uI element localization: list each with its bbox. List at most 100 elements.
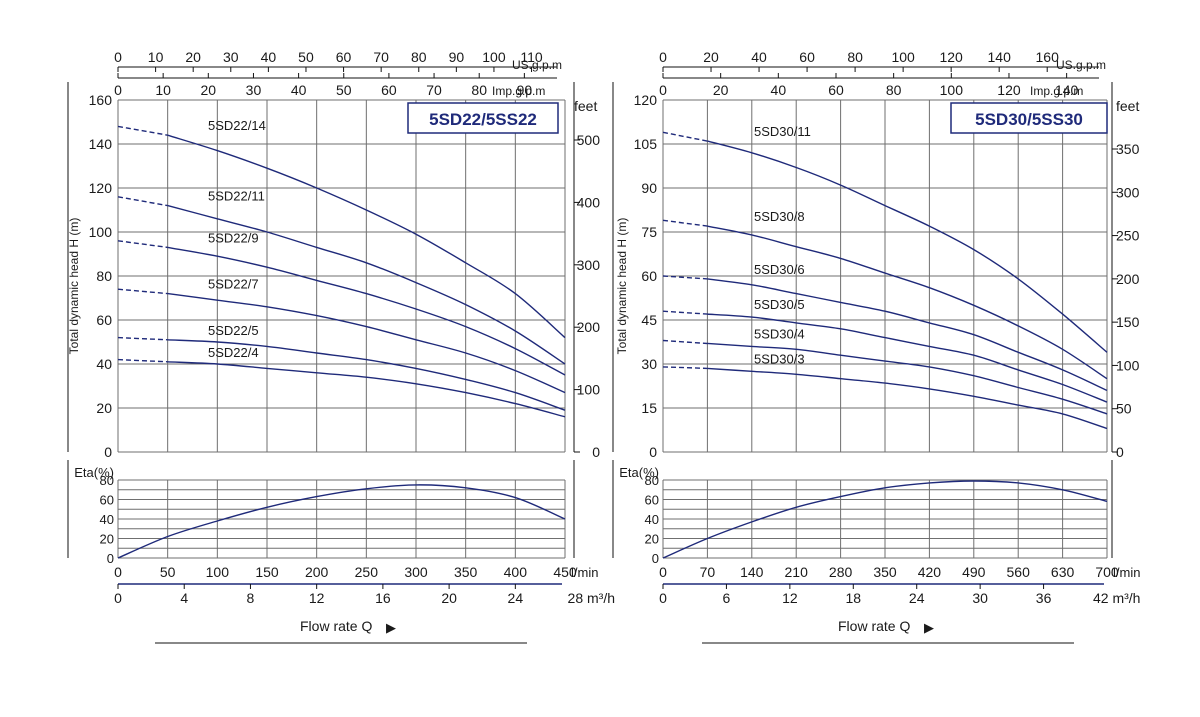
head-curve-dashed (662, 131, 708, 142)
head-curve (167, 134, 566, 339)
usgpm-unit-label: US.g.p.m (1056, 58, 1106, 72)
feet-tick-label: 100 (577, 382, 601, 398)
lmin-tick-label: 400 (504, 564, 528, 580)
lmin-tick-label: 700 (1095, 564, 1119, 580)
eta-tick-label: 80 (645, 473, 659, 488)
head-curve-dashed (117, 196, 168, 207)
usgpm-tick-label: 90 (449, 49, 465, 65)
impgpm-tick-label: 140 (1055, 82, 1079, 98)
series-label: 5SD30/4 (754, 326, 805, 341)
lmin-tick-label: 200 (305, 564, 329, 580)
impgpm-tick-label: 0 (114, 82, 122, 98)
y-tick-label: 80 (96, 268, 112, 284)
impgpm-tick-label: 30 (246, 82, 262, 98)
y-tick-label: 0 (104, 444, 112, 460)
feet-tick-label: 500 (577, 132, 601, 148)
usgpm-tick-label: 0 (114, 49, 122, 65)
usgpm-tick-label: 80 (411, 49, 427, 65)
lmin-tick-label: 70 (700, 564, 716, 580)
feet-tick-label: 100 (1116, 357, 1140, 373)
lmin-tick-label: 0 (114, 564, 122, 580)
head-curve-dashed (662, 310, 708, 315)
y-tick-label: 160 (89, 92, 113, 108)
head-curve (707, 367, 1108, 430)
lmin-tick-label: 490 (962, 564, 986, 580)
impgpm-tick-label: 40 (771, 82, 787, 98)
feet-tick-label: 300 (1116, 184, 1140, 200)
series-label: 5SD30/5 (754, 297, 805, 312)
lmin-tick-label: 210 (785, 564, 809, 580)
series-label: 5SD30/8 (754, 209, 805, 224)
model-title-box (950, 102, 1108, 134)
lmin-tick-label: 0 (659, 564, 667, 580)
usgpm-tick-label: 40 (261, 49, 277, 65)
impgpm-tick-label: 40 (291, 82, 307, 98)
impgpm-tick-label: 80 (471, 82, 487, 98)
y-tick-label: 75 (641, 224, 657, 240)
m3h-tick-label: 12 (309, 590, 325, 606)
usgpm-unit-label: US.g.p.m (512, 58, 562, 72)
usgpm-tick-label: 10 (148, 49, 164, 65)
impgpm-tick-label: 20 (713, 82, 729, 98)
eta-tick-label: 60 (645, 493, 659, 508)
y-tick-label: 120 (89, 180, 113, 196)
flow-rate-label: Flow rate Q (838, 618, 910, 634)
impgpm-unit-label: Imp.g.p.m (492, 84, 545, 98)
impgpm-tick-label: 70 (426, 82, 442, 98)
eta-axis-label: Eta(%) (74, 465, 114, 480)
y-tick-label: 100 (89, 224, 113, 240)
usgpm-tick-label: 160 (1036, 49, 1060, 65)
feet-tick-label: 50 (1116, 401, 1132, 417)
lmin-tick-label: 630 (1051, 564, 1075, 580)
series-label: 5SD22/11 (208, 189, 265, 204)
lmin-tick-label: 420 (918, 564, 942, 580)
feet-tick-label: 200 (1116, 271, 1140, 287)
flow-rate-label: Flow rate Q (300, 618, 372, 634)
m3h-tick-label: 8 (247, 590, 255, 606)
head-curve-dashed (117, 125, 168, 136)
y-tick-label: 30 (641, 356, 657, 372)
impgpm-tick-label: 100 (940, 82, 964, 98)
impgpm-tick-label: 50 (336, 82, 352, 98)
feet-tick-label: 400 (577, 194, 601, 210)
m3h-tick-label: 24 (508, 590, 524, 606)
m3h-unit-label: 28 m³/h (568, 590, 615, 606)
lmin-tick-label: 150 (255, 564, 279, 580)
series-label: 5SD22/4 (208, 345, 259, 360)
head-curve (707, 342, 1108, 415)
m3h-tick-label: 0 (114, 590, 122, 606)
series-label: 5SD22/14 (208, 118, 266, 133)
head-curve-dashed (117, 358, 168, 363)
usgpm-tick-label: 50 (298, 49, 314, 65)
usgpm-tick-label: 40 (751, 49, 767, 65)
impgpm-tick-label: 80 (886, 82, 902, 98)
usgpm-tick-label: 110 (520, 49, 543, 65)
y-tick-label: 90 (641, 180, 657, 196)
eta-axis-label: Eta(%) (619, 465, 659, 480)
head-curve-dashed (117, 288, 168, 295)
lmin-tick-label: 560 (1007, 564, 1031, 580)
impgpm-tick-label: 10 (155, 82, 171, 98)
model-title-box (407, 102, 559, 134)
efficiency-curve (662, 480, 1108, 559)
y-tick-label: 40 (96, 356, 112, 372)
m3h-tick-label: 16 (375, 590, 391, 606)
head-curve (707, 225, 1108, 380)
flow-arrow-icon: ▶ (924, 620, 934, 635)
series-label: 5SD30/11 (754, 124, 811, 139)
m3h-tick-label: 6 (723, 590, 731, 606)
lmin-tick-label: 250 (355, 564, 379, 580)
head-curve-dashed (117, 336, 168, 341)
lmin-unit-label: l/min (571, 565, 598, 580)
m3h-tick-label: 18 (845, 590, 861, 606)
usgpm-tick-label: 70 (373, 49, 389, 65)
m3h-unit-label: 42 m³/h (1093, 590, 1140, 606)
head-curve (167, 246, 566, 376)
head-curve (707, 313, 1108, 403)
head-curve (707, 140, 1108, 353)
lmin-unit-label: l/min (1113, 565, 1140, 580)
series-label: 5SD22/5 (208, 323, 259, 338)
impgpm-tick-label: 60 (381, 82, 397, 98)
